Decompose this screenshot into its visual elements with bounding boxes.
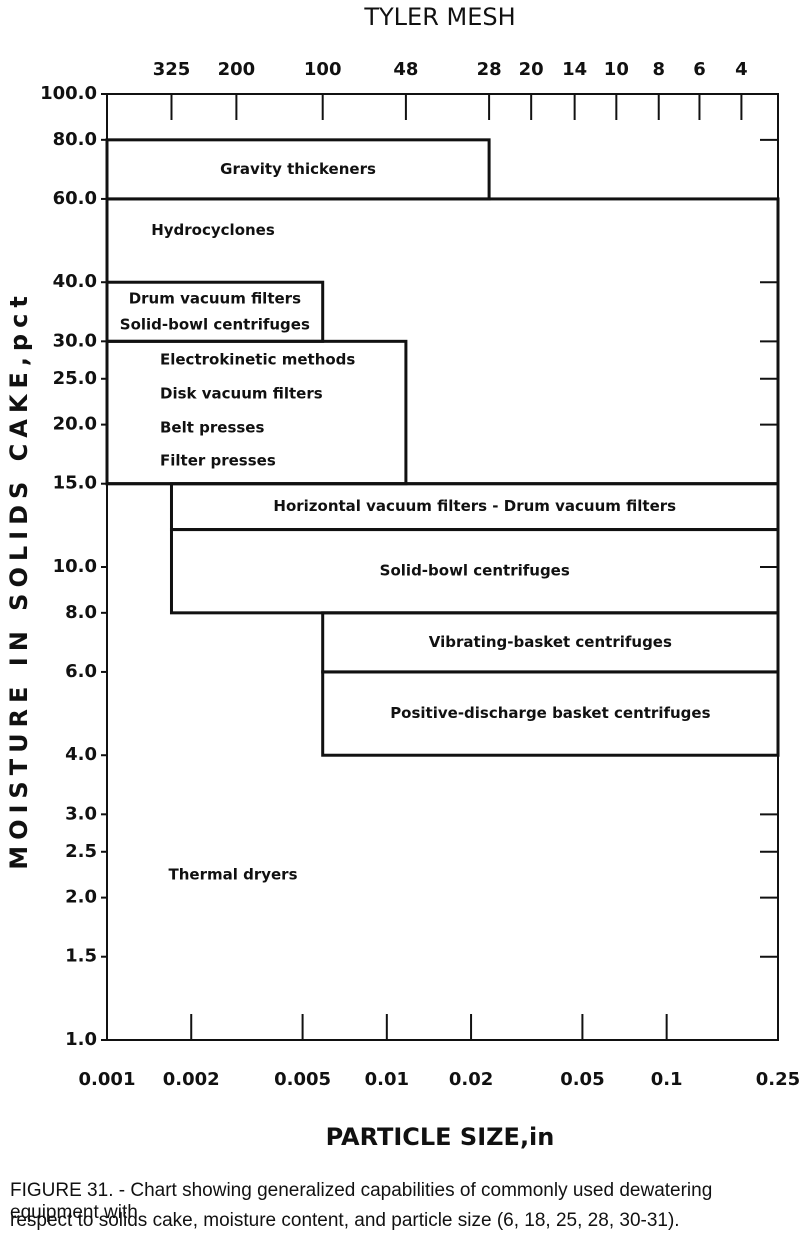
x2-tick-label: 325	[153, 59, 191, 80]
y-tick-label: 1.0	[65, 1029, 97, 1050]
x-tick-label: 0.25	[756, 1069, 800, 1090]
y-tick-label: 1.5	[65, 946, 97, 967]
x2-tick-label: 100	[304, 59, 342, 80]
x-tick-label: 0.005	[274, 1069, 331, 1090]
region-label: Filter presses	[160, 451, 276, 469]
region-label: Hydrocyclones	[151, 221, 275, 239]
x2-tick-label: 28	[477, 59, 502, 80]
annotation: Thermal dryers	[168, 866, 297, 884]
region-label: Solid-bowl centrifuges	[380, 562, 570, 580]
y-tick-label: 4.0	[65, 744, 97, 765]
y-axis-label: MOISTURE IN SOLIDS CAKE,pct	[5, 290, 33, 870]
x-axis-label: PARTICLE SIZE,in	[326, 1123, 555, 1151]
y-tick-label: 8.0	[65, 602, 97, 623]
x-tick-label: 0.02	[449, 1069, 493, 1090]
x-tick-label: 0.05	[560, 1069, 604, 1090]
y-tick-label: 2.0	[65, 887, 97, 908]
x2-tick-label: 10	[604, 59, 629, 80]
x-tick-label: 0.01	[365, 1069, 409, 1090]
region-label: Gravity thickeners	[220, 160, 376, 178]
x-tick-label: 0.002	[163, 1069, 220, 1090]
region-label: Positive-discharge basket centrifuges	[390, 704, 710, 722]
y-tick-label: 10.0	[53, 556, 97, 577]
caption: respect to solids cake, moisture content…	[10, 1210, 680, 1231]
y-tick-label: 30.0	[53, 330, 97, 351]
y-tick-label: 20.0	[53, 414, 97, 435]
y-tick-label: 25.0	[53, 368, 97, 389]
x2-tick-label: 4	[735, 59, 748, 80]
chart-title: TYLER MESH	[363, 3, 515, 31]
y-tick-label: 100.0	[40, 83, 97, 104]
y-tick-label: 6.0	[65, 661, 97, 682]
region-label: Drum vacuum filters	[129, 289, 301, 307]
x2-tick-label: 8	[652, 59, 665, 80]
y-tick-label: 80.0	[53, 129, 97, 150]
region-label: Horizontal vacuum filters - Drum vacuum …	[273, 497, 676, 515]
y-tick-label: 2.5	[65, 841, 97, 862]
chart: TYLER MESH PARTICLE SIZE,in MOISTURE IN …	[5, 3, 800, 1151]
region-label: Solid-bowl centrifuges	[120, 315, 310, 333]
y-tick-label: 40.0	[53, 271, 97, 292]
y-tick-label: 3.0	[65, 803, 97, 824]
y-tick-label: 15.0	[53, 473, 97, 494]
caption: FIGURE 31. - Chart showing generalized c…	[10, 1180, 713, 1223]
region-label: Vibrating-basket centrifuges	[429, 633, 672, 651]
x2-tick-label: 6	[693, 59, 706, 80]
x2-tick-label: 14	[562, 59, 587, 80]
region-box	[321, 670, 780, 757]
x-tick-label: 0.1	[651, 1069, 683, 1090]
x2-tick-label: 48	[393, 59, 418, 80]
x2-tick-label: 20	[519, 59, 544, 80]
y-tick-label: 60.0	[53, 188, 97, 209]
x-tick-label: 0.001	[79, 1069, 136, 1090]
x2-tick-label: 200	[218, 59, 256, 80]
region-label: Electrokinetic methods	[160, 350, 355, 368]
region-label: Belt presses	[160, 419, 264, 437]
region-label: Disk vacuum filters	[160, 385, 323, 403]
